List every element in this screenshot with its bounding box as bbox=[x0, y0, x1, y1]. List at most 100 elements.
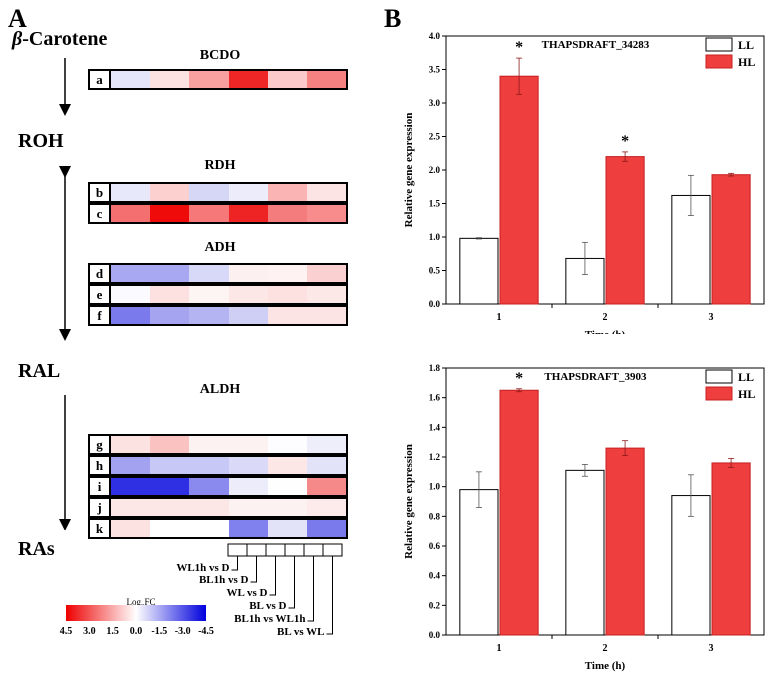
legend-swatch-ll bbox=[705, 369, 733, 384]
y-tick-label: 1.0 bbox=[429, 232, 441, 242]
x-tick-label: 2 bbox=[603, 312, 608, 323]
legend-swatch-ll bbox=[705, 37, 733, 52]
key-leader-line bbox=[288, 556, 295, 609]
heatmap-row-label: g bbox=[90, 436, 111, 453]
heatmap-cell bbox=[228, 499, 268, 516]
colorbar-tick-label: 0.0 bbox=[129, 626, 143, 637]
key-leader-line bbox=[269, 556, 276, 596]
legend-label-ll: LL bbox=[738, 38, 754, 52]
enzyme-adh: ADH bbox=[204, 240, 236, 255]
panel-a-letter: A bbox=[8, 4, 27, 33]
x-axis-label: Time (h) bbox=[585, 660, 626, 672]
y-tick-label: 0.4 bbox=[429, 571, 441, 581]
heatmap-cell bbox=[189, 265, 229, 282]
carotene-text: -Carotene bbox=[22, 28, 108, 50]
heatmap-row-g: g bbox=[88, 434, 348, 455]
heatmap-cell bbox=[228, 436, 268, 453]
heatmap-cell bbox=[306, 520, 347, 537]
x-tick-label: 1 bbox=[497, 312, 502, 323]
heatmap-cell bbox=[306, 286, 347, 303]
y-tick-label: 1.2 bbox=[429, 452, 441, 462]
enzyme-rdh: RDH bbox=[204, 158, 236, 173]
bar-hl bbox=[499, 75, 539, 305]
heatmap-cell bbox=[111, 286, 151, 303]
colorbar-tick-label: -1.5 bbox=[151, 626, 168, 637]
bar-hl bbox=[711, 174, 751, 305]
heatmap-cell bbox=[306, 436, 347, 453]
heatmap-cell bbox=[150, 457, 190, 474]
heatmap-cell bbox=[189, 205, 229, 222]
heatmap-row-c: c bbox=[88, 203, 348, 224]
heatmap-row-h: h bbox=[88, 455, 348, 476]
bar-ll bbox=[459, 489, 499, 636]
heatmap-cell bbox=[306, 499, 347, 516]
key-leader-line bbox=[231, 556, 238, 571]
colorbar-title-main: Log bbox=[126, 597, 141, 607]
beta-carotene-label: β-Carotene bbox=[12, 28, 107, 51]
heatmap-cell bbox=[267, 307, 307, 324]
y-tick-label: 1.5 bbox=[429, 199, 441, 209]
legend-label-ll: LL bbox=[738, 370, 754, 384]
heatmap-cell bbox=[267, 205, 307, 222]
beta-symbol: β bbox=[12, 28, 23, 50]
heatmap-cell bbox=[228, 478, 268, 495]
heatmap-cell bbox=[150, 478, 190, 495]
legend-label-hl: HL bbox=[738, 55, 755, 69]
panel-b-letter: B bbox=[384, 4, 402, 33]
heatmap-cell bbox=[150, 71, 190, 88]
heatmap-cell bbox=[306, 184, 347, 201]
heatmap-row-label: b bbox=[90, 184, 111, 201]
heatmap-cell bbox=[228, 457, 268, 474]
x-tick-label: 3 bbox=[709, 643, 714, 654]
chart-title: THAPSDRAFT_3903 bbox=[544, 371, 647, 383]
comparison-label: WL1h vs D bbox=[176, 562, 230, 574]
heatmap-cell bbox=[150, 286, 190, 303]
significance-marker: * bbox=[515, 39, 523, 56]
colorbar-tick-label: 3.0 bbox=[83, 626, 96, 637]
heatmap-cell bbox=[111, 478, 151, 495]
colorbar-tick-label: -3.0 bbox=[174, 626, 191, 637]
heatmap-cell bbox=[150, 436, 190, 453]
y-tick-label: 0.5 bbox=[429, 266, 441, 276]
heatmap-cell bbox=[306, 478, 347, 495]
heatmap-cell bbox=[267, 71, 307, 88]
heatmap-cell bbox=[267, 478, 307, 495]
heatmap-cell bbox=[111, 307, 151, 324]
pathway-arrows bbox=[59, 58, 71, 530]
bar-ll bbox=[671, 495, 711, 636]
heatmap-cell bbox=[228, 520, 268, 537]
heatmap-cell bbox=[228, 286, 268, 303]
heatmap-cell bbox=[189, 478, 229, 495]
heatmap-cell bbox=[228, 307, 268, 324]
heatmap-cell bbox=[189, 499, 229, 516]
x-tick-label: 3 bbox=[709, 312, 714, 323]
heatmap-row-e: e bbox=[88, 284, 348, 305]
comparison-label: WL vs D bbox=[226, 587, 268, 599]
heatmap-cell bbox=[306, 265, 347, 282]
y-tick-label: 0.2 bbox=[429, 600, 441, 610]
key-leader-line bbox=[326, 556, 333, 635]
heatmap-row-k: k bbox=[88, 518, 348, 539]
x-tick-label: 1 bbox=[497, 643, 502, 654]
comparison-key-leaders bbox=[231, 556, 333, 635]
heatmap-cell bbox=[228, 205, 268, 222]
heatmap-cell bbox=[228, 71, 268, 88]
comparison-label: BL vs WL bbox=[277, 626, 325, 638]
chart-title: THAPSDRAFT_34283 bbox=[542, 39, 650, 51]
heatmap-cell bbox=[111, 436, 151, 453]
colorbar-tick-label: -4.5 bbox=[198, 626, 214, 637]
heatmap-cell bbox=[267, 436, 307, 453]
comparison-key-dividers bbox=[246, 544, 324, 556]
heatmap-row-f: f bbox=[88, 305, 348, 326]
ras-label: RAs bbox=[18, 538, 55, 560]
heatmap-row-label: k bbox=[90, 520, 111, 537]
y-tick-label: 1.8 bbox=[429, 363, 441, 373]
roh-label: ROH bbox=[18, 130, 64, 152]
heatmap-cell bbox=[267, 265, 307, 282]
comparison-label: BL vs D bbox=[249, 600, 287, 612]
heatmap-cell bbox=[111, 265, 151, 282]
y-tick-label: 2.5 bbox=[429, 132, 441, 142]
heatmap-cell bbox=[267, 499, 307, 516]
heatmap-row-label: h bbox=[90, 457, 111, 474]
heatmap-cell bbox=[306, 307, 347, 324]
